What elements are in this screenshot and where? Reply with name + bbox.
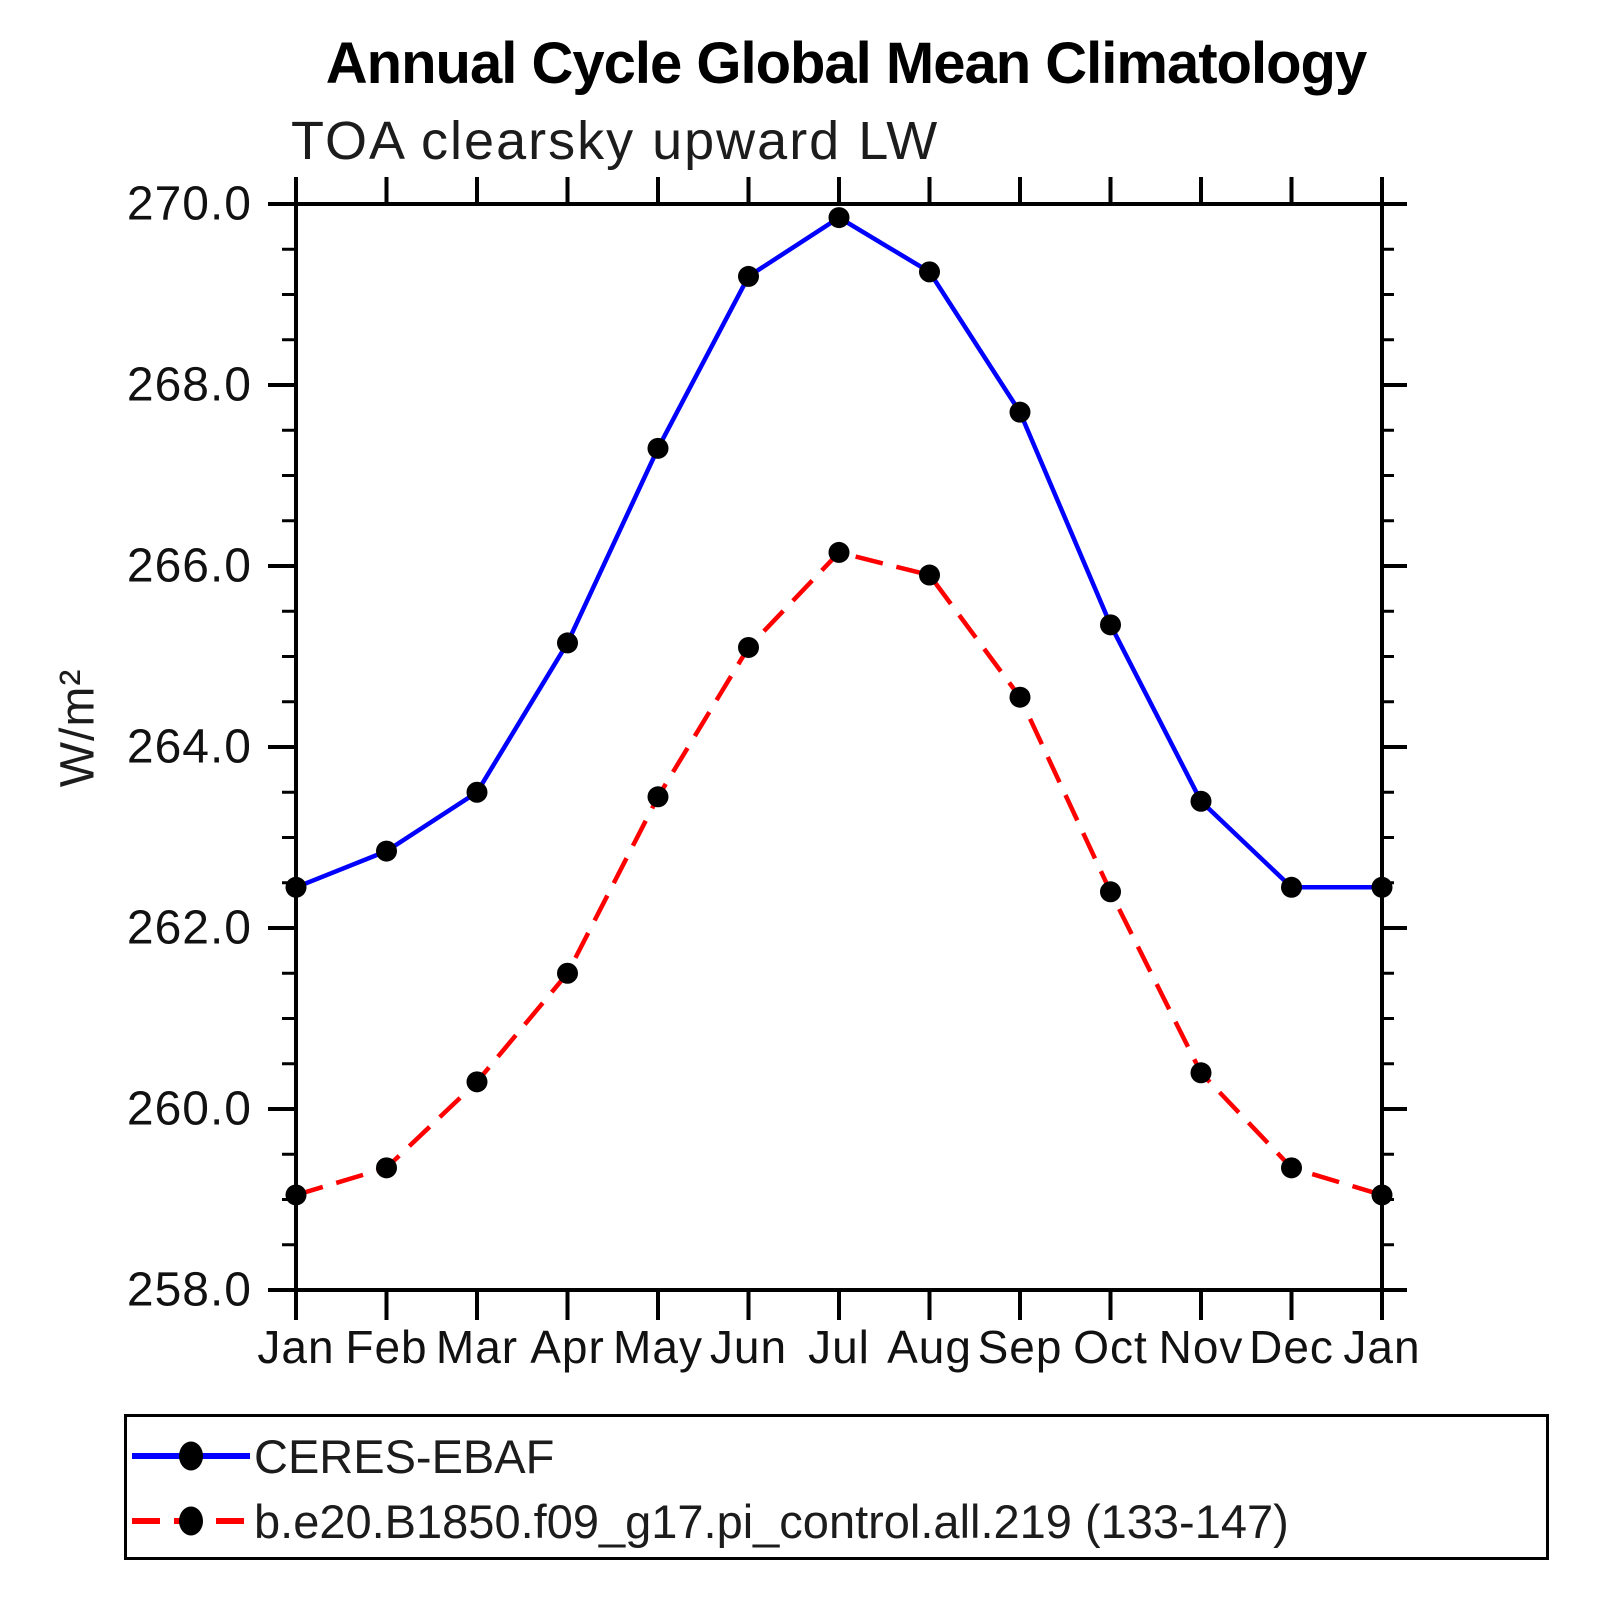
x-tick-label: Feb bbox=[345, 1321, 427, 1373]
data-point-marker bbox=[1371, 1184, 1393, 1206]
x-tick-label: Jul bbox=[808, 1321, 870, 1373]
x-tick-label: Oct bbox=[1073, 1321, 1148, 1373]
legend-sample-solid bbox=[132, 1441, 250, 1471]
legend-label: b.e20.B1850.f09_g17.pi_control.all.219 (… bbox=[254, 1494, 1289, 1548]
data-point-marker bbox=[1190, 1062, 1212, 1084]
x-tick-label: Dec bbox=[1249, 1321, 1334, 1373]
data-point-marker bbox=[1190, 790, 1212, 812]
chart-subtitle: TOA clearsky upward LW bbox=[291, 111, 940, 171]
legend-sample-dashed bbox=[132, 1506, 250, 1536]
series-1-line bbox=[295, 550, 1383, 1198]
y-tick-label: 260.0 bbox=[127, 1083, 252, 1136]
data-point-marker bbox=[466, 1071, 488, 1093]
x-tick-label: Jun bbox=[710, 1321, 787, 1373]
data-point-marker bbox=[1009, 401, 1031, 423]
data-point-marker bbox=[738, 265, 759, 287]
data-point-marker bbox=[557, 632, 578, 654]
chart-title: Annual Cycle Global Mean Climatology bbox=[325, 31, 1367, 96]
y-tick-label: 264.0 bbox=[127, 721, 252, 774]
y-tick-label: 258.0 bbox=[127, 1264, 252, 1317]
data-point-marker bbox=[1100, 881, 1121, 903]
y-tick-label: 266.0 bbox=[127, 540, 252, 593]
data-point-marker bbox=[647, 786, 669, 808]
data-point-marker bbox=[285, 876, 307, 898]
data-point-marker bbox=[647, 437, 669, 459]
data-point-marker bbox=[376, 1157, 397, 1179]
y-tick-label: 270.0 bbox=[127, 178, 252, 231]
x-tick-label: Mar bbox=[436, 1321, 518, 1373]
x-tick-label: Aug bbox=[887, 1321, 972, 1373]
x-tick-label: Jan bbox=[1343, 1321, 1420, 1373]
data-point-marker bbox=[828, 541, 850, 563]
data-point-marker bbox=[919, 261, 940, 283]
legend-box: CERES-EBAF b.e20.B1850.f09_g17.pi_contro… bbox=[124, 1414, 1549, 1560]
marker-dot-icon bbox=[179, 1506, 203, 1536]
marker-dot-icon bbox=[179, 1441, 203, 1471]
data-point-marker bbox=[285, 1184, 307, 1206]
data-point-marker bbox=[1281, 1157, 1302, 1179]
data-point-marker bbox=[828, 207, 850, 229]
data-point-marker bbox=[1371, 876, 1393, 898]
data-point-marker bbox=[1009, 686, 1031, 708]
data-point-marker bbox=[1281, 876, 1302, 898]
x-tick-label: Jan bbox=[257, 1321, 334, 1373]
data-point-marker bbox=[1100, 614, 1121, 636]
x-tick-label: Nov bbox=[1159, 1321, 1244, 1373]
data-point-marker bbox=[376, 840, 397, 862]
y-tick-label: 262.0 bbox=[127, 902, 252, 955]
x-tick-label: Sep bbox=[978, 1321, 1063, 1373]
plot-frame bbox=[294, 202, 1384, 1292]
data-point-marker bbox=[919, 564, 940, 586]
legend-label: CERES-EBAF bbox=[254, 1429, 555, 1483]
data-point-marker bbox=[738, 636, 759, 658]
data-point-marker bbox=[557, 962, 578, 984]
x-tick-label: May bbox=[613, 1321, 703, 1373]
x-tick-label: Apr bbox=[530, 1321, 605, 1373]
y-tick-label: 268.0 bbox=[127, 359, 252, 412]
data-point-marker bbox=[466, 781, 488, 803]
